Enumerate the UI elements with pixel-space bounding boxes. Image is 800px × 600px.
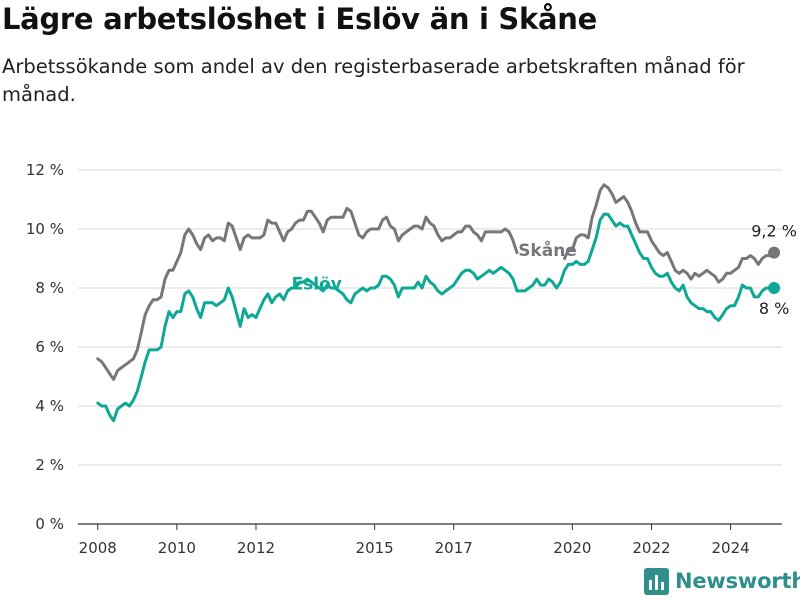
y-tick-label: 0 % [35, 515, 64, 533]
series-endpoint-esl-v [768, 282, 781, 294]
y-tick-label: 8 % [35, 279, 64, 297]
grid [78, 169, 782, 525]
series-line-esl-v [96, 212, 776, 423]
x-tick-label: 2012 [237, 539, 275, 557]
end-value-label-skane: 9,2 % [751, 222, 797, 241]
x-tick-label: 2024 [711, 539, 749, 557]
y-tick-label: 6 % [35, 338, 64, 356]
x-tick-label: 2010 [158, 539, 196, 557]
series-labels: Skåne Eslöv 9,2 % 8 % [292, 222, 797, 318]
chart-title: Lägre arbetslöshet i Eslöv än i Skåne [2, 2, 597, 36]
series-label-skane: Skåne [518, 239, 577, 261]
y-tick-label: 4 % [35, 397, 64, 415]
x-tick-label: 2020 [553, 539, 591, 557]
series-label-eslov: Eslöv [292, 274, 342, 294]
x-axis: 2008 2010 2012 2015 2017 2020 2022 2024 [79, 524, 750, 557]
bar-chart-icon [644, 567, 669, 595]
x-tick-label: 2022 [632, 539, 670, 557]
brand-logo[interactable]: Newsworthy [644, 566, 800, 596]
y-tick-label: 10 % [26, 220, 64, 238]
y-axis: 0 % 2 % 4 % 6 % 8 % 10 % 12 % [26, 161, 64, 533]
end-value-label-eslov: 8 % [759, 299, 789, 318]
x-tick-label: 2008 [79, 539, 117, 557]
brand-name: Newsworthy [675, 569, 800, 593]
x-tick-label: 2017 [435, 539, 473, 557]
chart-subtitle: Arbetssökande som andel av den registerb… [2, 55, 745, 106]
series-line-sk-ne [96, 183, 776, 381]
series-endpoint-sk-ne [768, 246, 781, 259]
series-lines [96, 183, 781, 423]
y-tick-label: 2 % [35, 456, 64, 474]
y-tick-label: 12 % [26, 161, 64, 179]
x-tick-label: 2015 [356, 539, 394, 557]
